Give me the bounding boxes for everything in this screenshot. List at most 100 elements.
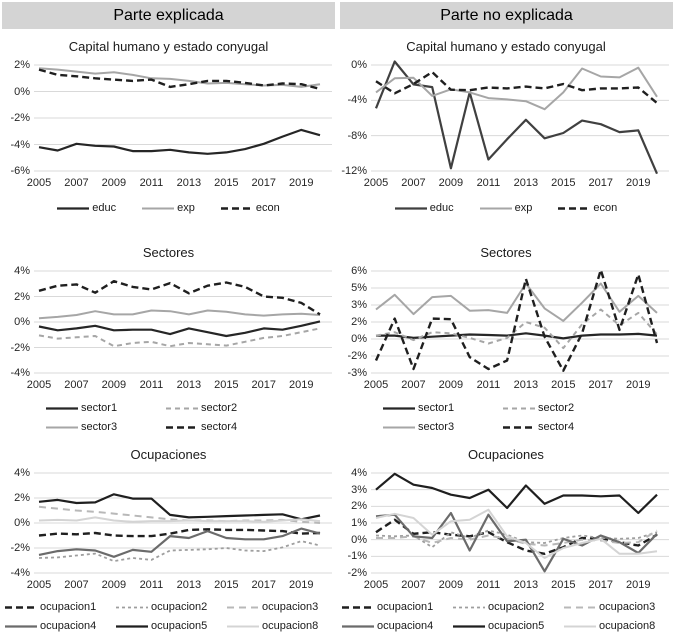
plot-area xyxy=(34,64,332,172)
x-axis-label: 2013 xyxy=(513,177,539,189)
y-axis-label: 2% xyxy=(14,59,30,71)
y-axis-label: 0% xyxy=(14,517,30,529)
chart-title: Sectores xyxy=(142,245,195,260)
y-axis-label: -4% xyxy=(10,138,30,151)
y-axis-label: 3% xyxy=(351,483,367,496)
series-econ xyxy=(375,70,658,104)
chart-title: Ocupaciones xyxy=(468,447,544,462)
x-axis-label: 2013 xyxy=(176,579,202,591)
y-axis-label: -1% xyxy=(347,550,367,563)
x-axis-label: 2019 xyxy=(626,579,651,591)
legend-item-ocupacion5: ocupacion5 xyxy=(116,620,227,632)
legend-label: sector3 xyxy=(81,421,118,433)
legend-item-educ: educ xyxy=(394,202,454,214)
y-axis-label: -2% xyxy=(347,567,367,579)
series-ocupacion2 xyxy=(38,540,321,562)
legend-label: econ xyxy=(255,202,280,214)
y-axis-label: 0% xyxy=(351,59,367,71)
x-axis: 2005 2007 2009 2011 2013 2015 2017 2019 xyxy=(27,176,337,191)
series-ocupacion1 xyxy=(38,528,321,538)
legend-label: ocupacion4 xyxy=(377,620,434,632)
plot-row: 4% 2% 0% -2% -4% xyxy=(0,466,337,579)
series-sector2 xyxy=(38,327,321,348)
series-sector1 xyxy=(38,320,321,338)
plot-area xyxy=(371,472,669,574)
x-axis-label: 2015 xyxy=(214,379,239,391)
y-axis-label: 0% xyxy=(14,316,30,328)
plot-row: 0% -4% -8% -12% xyxy=(337,58,675,177)
y-axis-label: -2% xyxy=(347,350,367,362)
y-axis-label: 2% xyxy=(351,316,367,328)
chart-no-explicada-sectores: Sectores 6% 5% 3% 2% 0% -2% -3% 2005 2007 2009 20… xyxy=(337,231,675,437)
legend-label: sector2 xyxy=(538,402,575,414)
x-axis-label: 2007 xyxy=(64,177,89,189)
legend-line-sample xyxy=(503,407,535,409)
legend-label: sector4 xyxy=(538,421,575,433)
legend-item-ocupacion2: ocupacion2 xyxy=(116,601,227,613)
legend-label: ocupacion5 xyxy=(488,620,545,632)
y-axis-label: 0% xyxy=(351,533,367,546)
legend: ocupacion1 ocupacion2 ocupacion3 ocupacion4… xyxy=(337,601,675,632)
x-axis: 2005 2007 2009 2011 2013 2015 2017 2019 xyxy=(27,578,337,593)
y-axis-label: 4% xyxy=(351,467,367,479)
y-axis-label: -12% xyxy=(341,165,367,177)
chart-title: Ocupaciones xyxy=(130,447,207,462)
x-axis: 2005 2007 2009 2011 2013 2015 2017 2019 xyxy=(364,578,675,593)
y-axis-label: 2% xyxy=(351,500,367,513)
legend-line-sample xyxy=(46,426,78,428)
legend-item-ocupacion3: ocupacion3 xyxy=(227,601,318,613)
x-axis-label: 2005 xyxy=(363,579,389,591)
plot-row: 4% 3% 2% 1% 0% -1% -2% xyxy=(337,466,675,579)
x-axis-label: 2005 xyxy=(26,379,52,391)
x-axis: 2005 2007 2009 2011 2013 2015 2017 2019 xyxy=(364,176,675,191)
legend-line-sample xyxy=(342,605,374,609)
legend-item-sector1: sector1 xyxy=(383,402,503,414)
x-axis-label: 2005 xyxy=(26,177,52,189)
x-axis-label: 2019 xyxy=(289,177,314,189)
legend-item-ocupacion8: ocupacion8 xyxy=(227,620,318,632)
series-ocupacion5 xyxy=(38,493,321,521)
legend-item-exp: exp xyxy=(479,202,533,214)
chart-title: Sectores xyxy=(480,245,532,260)
x-axis-label: 2019 xyxy=(626,177,651,189)
legend: ocupacion1 ocupacion2 ocupacion3 ocupacion4… xyxy=(0,601,337,632)
x-axis-label: 2017 xyxy=(251,177,277,189)
x-axis: 2005 2007 2009 2011 2013 2015 2017 2019 xyxy=(27,378,337,393)
legend-label: sector2 xyxy=(201,402,238,414)
y-axis: 4% 2% 0% -2% -4% xyxy=(0,466,34,579)
x-axis-label: 2007 xyxy=(401,379,426,391)
y-axis-label: -3% xyxy=(347,367,367,379)
x-axis-label: 2011 xyxy=(139,579,164,591)
series-educ xyxy=(374,60,659,175)
x-axis-label: 2007 xyxy=(401,579,426,591)
y-axis-label: -4% xyxy=(10,367,30,379)
legend-label: exp xyxy=(514,202,533,214)
x-axis-label: 2011 xyxy=(476,177,501,189)
legend-line-sample xyxy=(116,624,148,628)
x-axis-label: 2011 xyxy=(476,579,501,591)
legend-label: ocupacion5 xyxy=(151,620,208,632)
legend-item-ocupacion8: ocupacion8 xyxy=(564,620,655,632)
y-axis: 0% -4% -8% -12% xyxy=(337,58,371,177)
legend-line-sample xyxy=(503,425,535,429)
y-axis: 2% 0% -2% -4% -6% xyxy=(0,58,34,177)
chart-no-explicada-ocupaciones: Ocupaciones 4% 3% 2% 1% 0% -1% -2% 2005 2007 200… xyxy=(337,437,675,642)
legend-label: sector3 xyxy=(418,421,455,433)
x-axis-label: 2009 xyxy=(101,579,127,591)
x-axis-label: 2013 xyxy=(513,379,539,391)
legend-label: econ xyxy=(593,202,618,214)
y-axis: 6% 5% 3% 2% 0% -2% -3% xyxy=(337,264,371,379)
x-axis-label: 2013 xyxy=(513,579,539,591)
y-axis-label: 4% xyxy=(14,265,30,277)
legend-line-sample xyxy=(166,425,198,429)
plot-row: 2% 0% -2% -4% -6% xyxy=(0,58,337,177)
x-axis-label: 2013 xyxy=(176,379,202,391)
legend-line-sample xyxy=(394,206,427,210)
legend-item-sector3: sector3 xyxy=(383,421,503,433)
legend-item-ocupacion4: ocupacion4 xyxy=(5,620,116,632)
x-axis-label: 2009 xyxy=(101,379,127,391)
legend-label: sector1 xyxy=(418,402,455,414)
header-parte-no-explicada: Parte no explicada xyxy=(340,2,673,29)
y-axis: 4% 2% 0% -2% -4% xyxy=(0,264,34,379)
legend: sector1 sector2 sector3 sector4 xyxy=(0,402,337,433)
